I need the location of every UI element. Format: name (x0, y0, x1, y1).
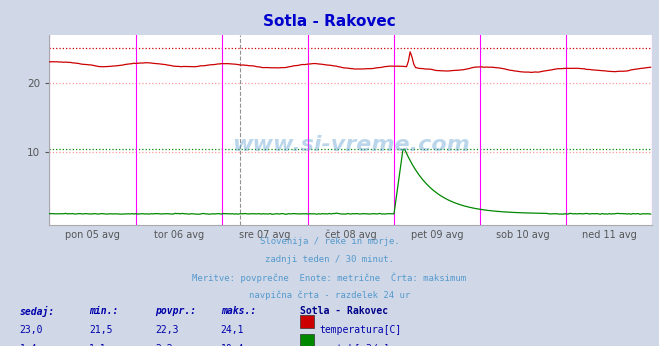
Text: temperatura[C]: temperatura[C] (320, 325, 402, 335)
Text: Sotla - Rakovec: Sotla - Rakovec (300, 306, 388, 316)
Text: 24,1: 24,1 (221, 325, 244, 335)
Text: Meritve: povprečne  Enote: metrične  Črta: maksimum: Meritve: povprečne Enote: metrične Črta:… (192, 273, 467, 283)
Text: 22,3: 22,3 (155, 325, 179, 335)
Text: 23,0: 23,0 (20, 325, 43, 335)
Text: sedaj:: sedaj: (20, 306, 55, 317)
Text: 1,1: 1,1 (89, 344, 107, 346)
Text: 10,4: 10,4 (221, 344, 244, 346)
Text: Slovenija / reke in morje.: Slovenija / reke in morje. (260, 237, 399, 246)
Text: www.si-vreme.com: www.si-vreme.com (232, 135, 470, 155)
Text: Sotla - Rakovec: Sotla - Rakovec (263, 14, 396, 29)
Text: 2,2: 2,2 (155, 344, 173, 346)
Text: povpr.:: povpr.: (155, 306, 196, 316)
Text: zadnji teden / 30 minut.: zadnji teden / 30 minut. (265, 255, 394, 264)
Text: 21,5: 21,5 (89, 325, 113, 335)
Text: navpična črta - razdelek 24 ur: navpična črta - razdelek 24 ur (249, 291, 410, 300)
Text: maks.:: maks.: (221, 306, 256, 316)
Text: min.:: min.: (89, 306, 119, 316)
Text: 1,4: 1,4 (20, 344, 38, 346)
Text: pretok[m3/s]: pretok[m3/s] (320, 344, 390, 346)
